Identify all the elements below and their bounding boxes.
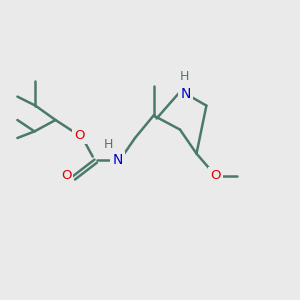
Text: O: O [61, 169, 71, 182]
Text: O: O [210, 169, 220, 182]
Text: N: N [112, 153, 123, 166]
Text: N: N [180, 87, 190, 100]
Text: O: O [74, 129, 85, 142]
Text: H: H [104, 137, 113, 151]
Text: H: H [180, 70, 190, 83]
